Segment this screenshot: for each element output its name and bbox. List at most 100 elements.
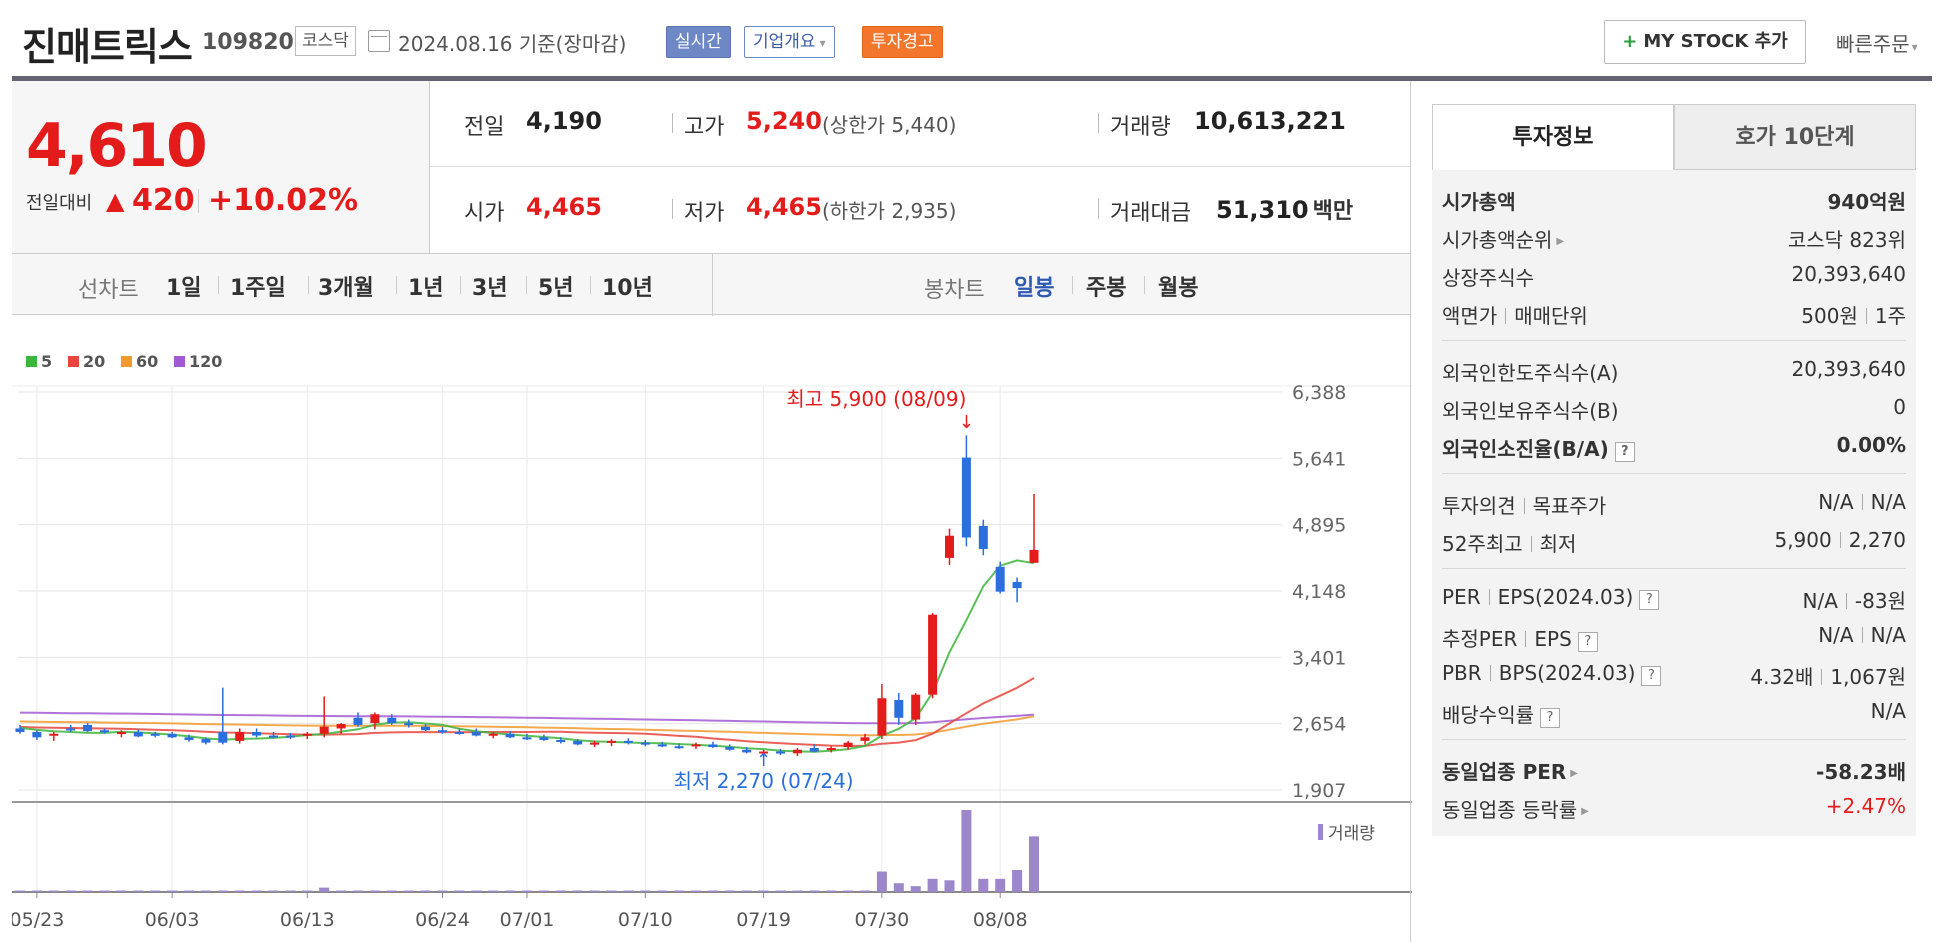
company-overview-dropdown[interactable]: 기업개요	[744, 26, 835, 58]
candle-body	[100, 730, 109, 733]
period-5y[interactable]: 5년	[538, 276, 574, 301]
candle-body	[404, 723, 414, 726]
candle-body	[725, 747, 735, 750]
volume-bar	[82, 890, 93, 892]
realtime-button[interactable]: 실시간	[666, 26, 731, 58]
volume-bar	[200, 890, 211, 892]
volume-bar	[792, 890, 803, 892]
period-1y[interactable]: 1년	[408, 276, 444, 301]
info-row: 투자의견 목표주가 N/A N/A	[1442, 484, 1906, 522]
divider	[1523, 498, 1525, 514]
volume-bar	[31, 890, 42, 892]
est-per-labels: 추정PER EPS?	[1442, 623, 1598, 652]
candle-body	[573, 740, 583, 745]
foreign-hold-value: 0	[1893, 395, 1906, 419]
legend-label: 5	[41, 352, 52, 371]
x-tick-label: 08/08	[973, 909, 1028, 931]
industry-per-link[interactable]: 동일업종 PER ▶	[1442, 756, 1578, 785]
period-3m[interactable]: 3개월	[318, 276, 374, 301]
x-tick-label: 06/13	[280, 909, 335, 931]
period-1d[interactable]: 1일	[166, 276, 202, 301]
help-icon[interactable]: ?	[1540, 708, 1560, 728]
candle-body	[184, 737, 194, 740]
volume-bar	[285, 890, 296, 892]
volume-bar	[961, 810, 972, 892]
info-row: 외국인한도주식수(A) 20,393,640	[1442, 351, 1906, 389]
volume-bar	[893, 883, 904, 892]
legend-swatch	[174, 356, 185, 367]
current-price: 4,610	[26, 111, 208, 181]
volume-bar	[606, 890, 617, 892]
volume-bar	[420, 890, 431, 892]
period-3y[interactable]: 3년	[472, 276, 508, 301]
quick-order-dropdown[interactable]: 빠른주문	[1836, 28, 1918, 57]
per-label: PER	[1442, 585, 1481, 609]
par-unit-labels: 액면가 매매단위	[1442, 300, 1588, 329]
volume-bar	[319, 887, 330, 892]
candle-body	[66, 728, 76, 731]
help-icon[interactable]: ?	[1641, 666, 1662, 686]
legend-swatch	[68, 356, 79, 367]
volume-bar	[217, 890, 228, 892]
candle-daily[interactable]: 일봉	[1014, 276, 1055, 301]
volume-bar	[437, 890, 448, 892]
volume-value: 10,613,221	[1194, 107, 1346, 135]
volume-bar	[944, 880, 955, 892]
market-badge: 코스닥	[295, 26, 356, 56]
volume-bar	[758, 890, 769, 892]
investment-warning-badge[interactable]: 투자경고	[862, 26, 943, 58]
help-icon[interactable]: ?	[1614, 442, 1635, 462]
info-row: 액면가 매매단위 500원 1주	[1442, 294, 1906, 332]
foreign-limit-value: 20,393,640	[1791, 357, 1906, 381]
est-per-values: N/A N/A	[1818, 623, 1906, 647]
tab-investment-info[interactable]: 투자정보	[1432, 104, 1674, 170]
volume-bar	[386, 890, 397, 892]
market-cap-rank-value: 코스닥 823위	[1787, 228, 1906, 252]
industry-change-link[interactable]: 동일업종 등락률 ▶	[1442, 794, 1589, 823]
market-cap-rank-link[interactable]: 시가총액순위 ▶	[1442, 224, 1564, 253]
calendar-icon	[368, 30, 390, 52]
y-tick-label: 2,654	[1292, 714, 1346, 736]
y-tick-label: 1,907	[1292, 780, 1346, 802]
volume-bar	[724, 890, 735, 892]
ma-line-120	[19, 711, 1035, 725]
candle-body	[32, 732, 42, 738]
volume-bar	[1012, 870, 1023, 892]
tab-order-book[interactable]: 호가 10단계	[1674, 104, 1916, 170]
volume-bar	[978, 878, 989, 892]
period-1w[interactable]: 1주일	[230, 276, 286, 301]
candle-body	[995, 566, 1005, 592]
week52-labels: 52주최고 최저	[1442, 528, 1576, 557]
candle-weekly[interactable]: 주봉	[1086, 276, 1127, 301]
candle-body	[471, 732, 481, 736]
help-icon[interactable]: ?	[1639, 590, 1660, 610]
par-unit-values: 500원 1주	[1801, 300, 1906, 329]
volume-bar	[707, 890, 718, 892]
info-row: PBR BPS(2024.03)? 4.32배 1,067원	[1442, 655, 1906, 693]
volume-bar	[657, 890, 668, 892]
divider	[460, 276, 461, 294]
candle-body	[809, 747, 819, 752]
volume-bar	[1029, 836, 1039, 892]
y-tick-label: 3,401	[1292, 647, 1346, 669]
divider	[672, 113, 673, 133]
divider	[1098, 113, 1099, 133]
est-eps-label: EPS	[1534, 627, 1572, 651]
low-annotation: 최저 2,270 (07/24)	[674, 769, 854, 793]
add-mystock-button[interactable]: + MY STOCK 추가	[1604, 20, 1806, 64]
info-row: 동일업종 PER ▶ -58.23배	[1442, 750, 1906, 788]
volume-bar	[471, 890, 482, 892]
change-label: 전일대비	[26, 193, 93, 214]
candle-body	[285, 735, 295, 738]
period-10y[interactable]: 10년	[602, 276, 653, 301]
candle-monthly[interactable]: 월봉	[1158, 276, 1199, 301]
par-value: 500원	[1801, 304, 1858, 328]
candle-body	[269, 735, 278, 738]
candle-body	[505, 733, 515, 738]
par-label: 액면가	[1442, 304, 1498, 328]
info-row: 시가총액순위 ▶ 코스닥 823위	[1442, 218, 1906, 256]
y-tick-label: 6,388	[1292, 382, 1346, 404]
help-icon[interactable]: ?	[1577, 632, 1598, 652]
candle-body	[1029, 549, 1039, 563]
mystock-label: MY STOCK 추가	[1643, 31, 1788, 52]
